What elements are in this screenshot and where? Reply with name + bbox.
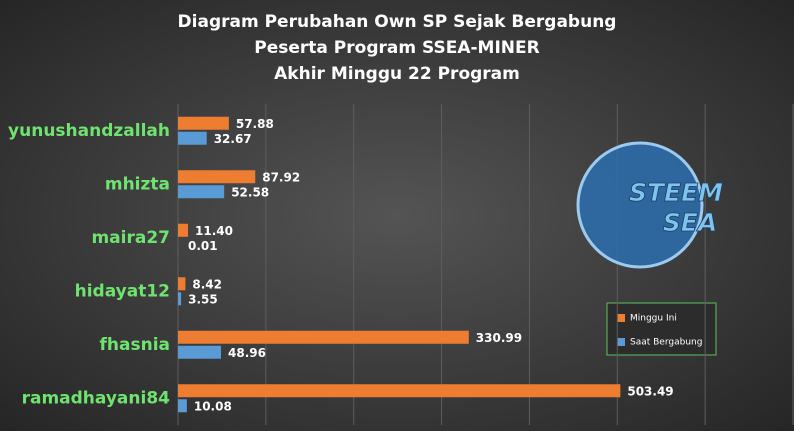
globe <box>578 143 702 267</box>
logo: STEEM SEA <box>576 141 724 269</box>
data-label: 32.67 <box>214 132 252 146</box>
logo-text: STEEM <box>629 178 723 207</box>
y-tick-label: ramadhayani84 <box>22 388 171 408</box>
y-tick-label: maira27 <box>91 228 170 248</box>
data-label: 87.92 <box>262 170 300 184</box>
bar <box>178 399 187 413</box>
legend-label: Saat Bergabung <box>630 338 702 348</box>
legend-box <box>606 302 717 356</box>
y-tick-label: hidayat12 <box>75 281 170 301</box>
y-tick-label: yunushandzallah <box>8 121 170 141</box>
bar <box>178 330 469 344</box>
data-label: 10.08 <box>194 399 232 413</box>
data-label: 11.40 <box>195 224 233 238</box>
bar <box>178 292 182 306</box>
y-tick-label: mhizta <box>105 174 170 194</box>
y-tick-label: fhasnia <box>100 335 171 355</box>
data-label: 52.58 <box>231 185 269 199</box>
data-label: 503.49 <box>627 384 673 398</box>
chart-title: Akhir Minggu 22 Program <box>274 64 520 84</box>
bar <box>178 223 189 237</box>
data-label: 57.88 <box>236 117 274 131</box>
bar <box>178 185 225 199</box>
data-label: 3.55 <box>188 292 218 306</box>
data-label: 48.96 <box>228 346 266 360</box>
bar <box>178 384 621 398</box>
globe-rim <box>576 141 704 269</box>
bar <box>178 131 207 145</box>
bar <box>178 277 186 291</box>
chart-title: Peserta Program SSEA-MINER <box>254 38 539 58</box>
bar <box>178 345 222 359</box>
legend: Minggu Ini Saat Bergabung <box>606 302 717 356</box>
logo-text: SEA <box>663 208 717 237</box>
legend-swatch <box>617 338 625 346</box>
legend-label: Minggu Ini <box>630 314 677 324</box>
chart-title: Diagram Perubahan Own SP Sejak Bergabung <box>178 12 617 32</box>
bar <box>178 116 229 130</box>
data-label: 330.99 <box>476 331 522 345</box>
legend-swatch <box>617 314 625 322</box>
data-label: 0.01 <box>188 239 218 253</box>
bar <box>178 170 256 184</box>
data-label: 8.42 <box>192 277 222 291</box>
